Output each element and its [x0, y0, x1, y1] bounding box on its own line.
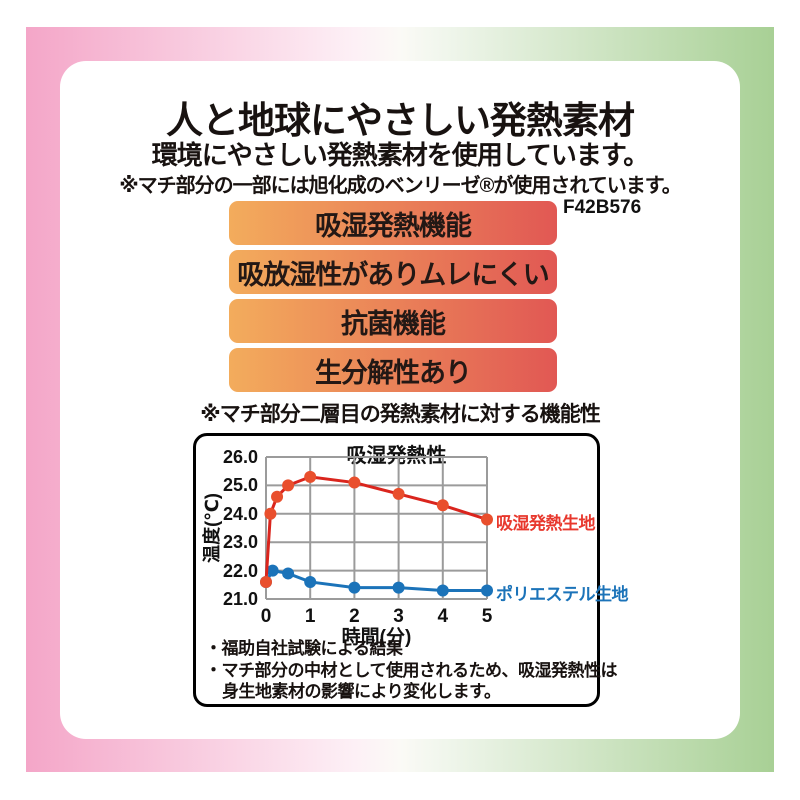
feature-banner-heat: 吸湿発熱機能 — [229, 201, 557, 245]
product-code: F42B576 — [563, 197, 642, 218]
chart-note-line: ・福助自社試験による結果 — [205, 639, 403, 658]
y-tick-label: 22.0 — [222, 560, 258, 581]
data-point-heat-generating-fabric — [392, 487, 405, 500]
data-point-polyester-fabric — [481, 584, 493, 597]
data-point-polyester-fabric — [436, 584, 449, 597]
x-tick-label: 1 — [304, 606, 316, 627]
page-subtitle: 環境にやさしい発熱素材を使用しています。 — [151, 140, 650, 170]
chart-note-line: 身生地素材の影響により変化します。 — [222, 682, 501, 701]
data-point-polyester-fabric — [392, 581, 405, 594]
series-line-polyester-fabric — [264, 568, 487, 592]
data-point-heat-generating-fabric — [264, 507, 277, 520]
data-point-heat-generating-fabric — [348, 476, 361, 489]
page-title: 人と地球にやさしい発熱素材 — [166, 100, 635, 141]
data-point-heat-generating-fabric — [260, 575, 272, 588]
feature-banner-label: 抗菌機能 — [341, 308, 446, 339]
x-tick-label: 4 — [437, 606, 449, 627]
top-note: ※マチ部分の一部には旭化成のベンリーゼ®が使用されています。 — [119, 175, 682, 197]
series-line-heat-generating-fabric — [264, 475, 488, 583]
data-point-heat-generating-fabric — [282, 479, 295, 492]
feature-banner-label: 吸放湿性がありムレにくい — [237, 259, 549, 290]
y-tick-label: 25.0 — [222, 475, 258, 496]
data-point-heat-generating-fabric — [481, 513, 493, 526]
y-tick-label: 21.0 — [222, 589, 258, 609]
series-label-polyester-fabric: ポリエステル生地 — [496, 585, 629, 605]
x-tick-label: 3 — [393, 606, 404, 627]
feature-banner-antibacterial: 抗菌機能 — [229, 299, 557, 343]
y-tick-label: 26.0 — [222, 447, 258, 467]
x-axis-label: 時間(分) — [341, 627, 412, 648]
chart-notes: ・福助自社試験による結果 ・マチ部分の中材として使用されるため、吸湿発熱性は 身… — [205, 638, 618, 703]
data-point-polyester-fabric — [282, 567, 295, 580]
chart-box: 吸湿発熱性 温度(℃) 時間(分) ・福助自社試験による結果 ・マチ部分の中材と… — [193, 433, 629, 707]
data-point-polyester-fabric — [266, 564, 279, 577]
series-label-heat-generating-fabric: 吸湿発熱生地 — [496, 514, 596, 534]
y-tick-label: 24.0 — [222, 503, 258, 524]
banner-footnote: ※マチ部分二層目の発熱素材に対する機能性 — [200, 403, 600, 426]
x-tick-label: 5 — [481, 606, 493, 627]
feature-banner-label: 生分解性あり — [315, 357, 472, 388]
x-tick-label: 0 — [260, 606, 272, 627]
data-point-heat-generating-fabric — [304, 470, 317, 483]
feature-banner-biodegradable: 生分解性あり — [229, 348, 557, 392]
feature-banner-moisture: 吸放湿性がありムレにくい — [229, 250, 557, 294]
data-point-heat-generating-fabric — [436, 499, 449, 512]
data-point-polyester-fabric — [304, 575, 317, 588]
data-point-heat-generating-fabric — [271, 490, 284, 503]
feature-banner-label: 吸湿発熱機能 — [315, 210, 472, 241]
chart-plot — [260, 456, 493, 600]
y-tick-label: 23.0 — [222, 532, 258, 553]
feature-banner-list: 吸湿発熱機能 吸放湿性がありムレにくい 抗菌機能 生分解性あり — [229, 201, 557, 397]
x-tick-label: 2 — [349, 606, 360, 627]
data-point-polyester-fabric — [348, 581, 361, 594]
chart-note-line: ・マチ部分の中材として使用されるため、吸湿発熱性は — [205, 660, 618, 680]
